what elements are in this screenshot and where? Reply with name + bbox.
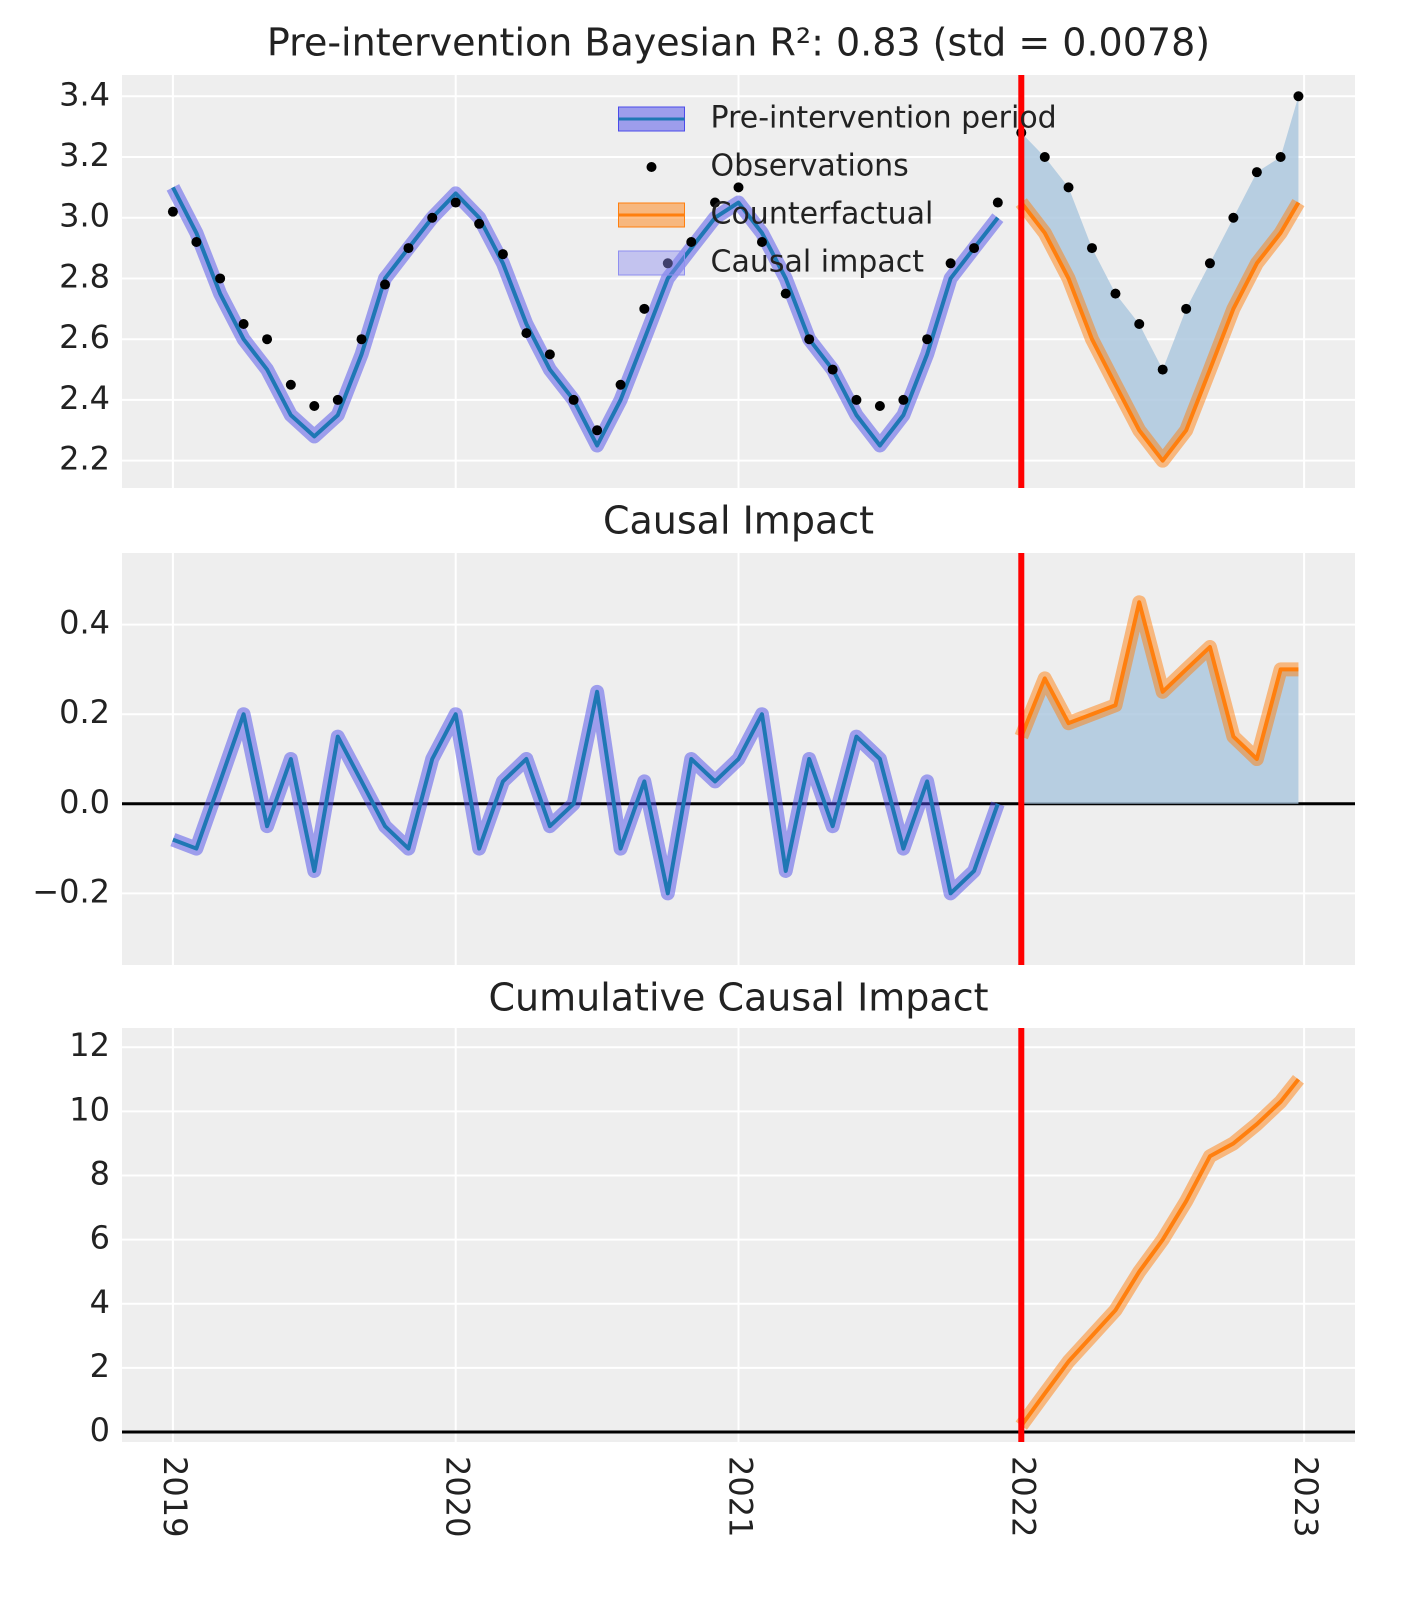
observation: [922, 334, 933, 345]
x-tick-label: 2023: [1287, 1456, 1325, 1537]
observation: [710, 197, 721, 208]
observation: [497, 249, 508, 260]
observation: [474, 218, 485, 229]
y-tick-label: 6: [90, 1219, 110, 1257]
observation: [1039, 151, 1050, 162]
chart-title: Cumulative Causal Impact: [488, 976, 988, 1020]
chart-title: Pre-intervention Bayesian R²: 0.83 (std …: [267, 21, 1210, 65]
observation: [969, 243, 980, 254]
observation: [992, 197, 1003, 208]
observation: [686, 237, 697, 248]
observation: [592, 425, 603, 436]
observation: [215, 273, 226, 284]
y-tick-label: 2.8: [59, 257, 110, 295]
observation: [1134, 319, 1145, 330]
observation: [285, 379, 296, 390]
y-tick-label: 0.4: [59, 604, 110, 642]
x-tick-label: 2022: [1004, 1456, 1042, 1537]
y-tick-label: −0.2: [32, 872, 110, 910]
observation: [380, 279, 391, 290]
legend-label: Causal impact: [711, 245, 925, 280]
observation: [427, 212, 438, 223]
observation: [356, 334, 367, 345]
line: [171, 186, 1000, 448]
observation: [450, 197, 461, 208]
observation: [1063, 182, 1074, 193]
observation: [1086, 243, 1097, 254]
observation: [1204, 258, 1215, 269]
y-tick-label: 4: [90, 1283, 110, 1321]
observation: [780, 288, 791, 299]
observation: [851, 394, 862, 405]
y-tick-label: 0.0: [59, 783, 110, 821]
y-tick-label: 2.6: [59, 318, 110, 356]
observation: [309, 401, 320, 412]
y-tick-label: 2.2: [59, 440, 110, 478]
line: [1019, 600, 1299, 761]
x-tick-label: 2021: [722, 1456, 760, 1537]
observation: [191, 237, 202, 248]
y-tick-label: 3.4: [59, 75, 110, 113]
impact-area: [1021, 602, 1299, 804]
observation: [733, 182, 744, 193]
observation: [756, 237, 767, 248]
observation: [1110, 288, 1121, 299]
y-tick-label: 0: [90, 1411, 110, 1449]
observation: [568, 394, 579, 405]
observation: [262, 334, 273, 345]
observation: [804, 334, 815, 345]
observation: [1251, 167, 1262, 178]
legend-patch: [618, 250, 685, 276]
observation: [1157, 364, 1168, 375]
observation: [1228, 212, 1239, 223]
y-tick-label: 0.2: [59, 693, 110, 731]
y-tick-label: 12: [69, 1026, 110, 1064]
observation: [167, 206, 178, 217]
legend-marker: [646, 162, 657, 172]
y-tick-label: 3.0: [59, 197, 110, 235]
y-tick-label: 8: [90, 1155, 110, 1193]
observation: [1181, 303, 1192, 314]
legend-label: Counterfactual: [711, 197, 934, 232]
observation: [615, 379, 626, 390]
observation: [1293, 91, 1304, 102]
observation: [1275, 151, 1286, 162]
y-tick-label: 3.2: [59, 136, 110, 174]
observation: [521, 328, 532, 339]
line: [172, 689, 1000, 896]
y-tick-label: 10: [69, 1090, 110, 1128]
observation: [945, 258, 956, 269]
y-tick-label: 2: [90, 1347, 110, 1385]
observation: [238, 319, 249, 330]
observation: [332, 394, 343, 405]
observation: [662, 258, 673, 269]
observation: [874, 401, 885, 412]
line: [1019, 201, 1301, 463]
chart-title: Causal Impact: [603, 499, 874, 543]
observation: [639, 303, 650, 314]
observation: [403, 243, 414, 254]
x-tick-label: 2020: [439, 1456, 477, 1537]
legend-label: Pre-intervention period: [711, 101, 1057, 136]
observation: [544, 349, 555, 360]
observation: [898, 394, 909, 405]
observation: [827, 364, 838, 375]
x-tick-label: 2019: [156, 1456, 194, 1537]
line: [1019, 1078, 1301, 1427]
y-tick-label: 2.4: [59, 379, 110, 417]
legend-label: Observations: [711, 149, 909, 184]
